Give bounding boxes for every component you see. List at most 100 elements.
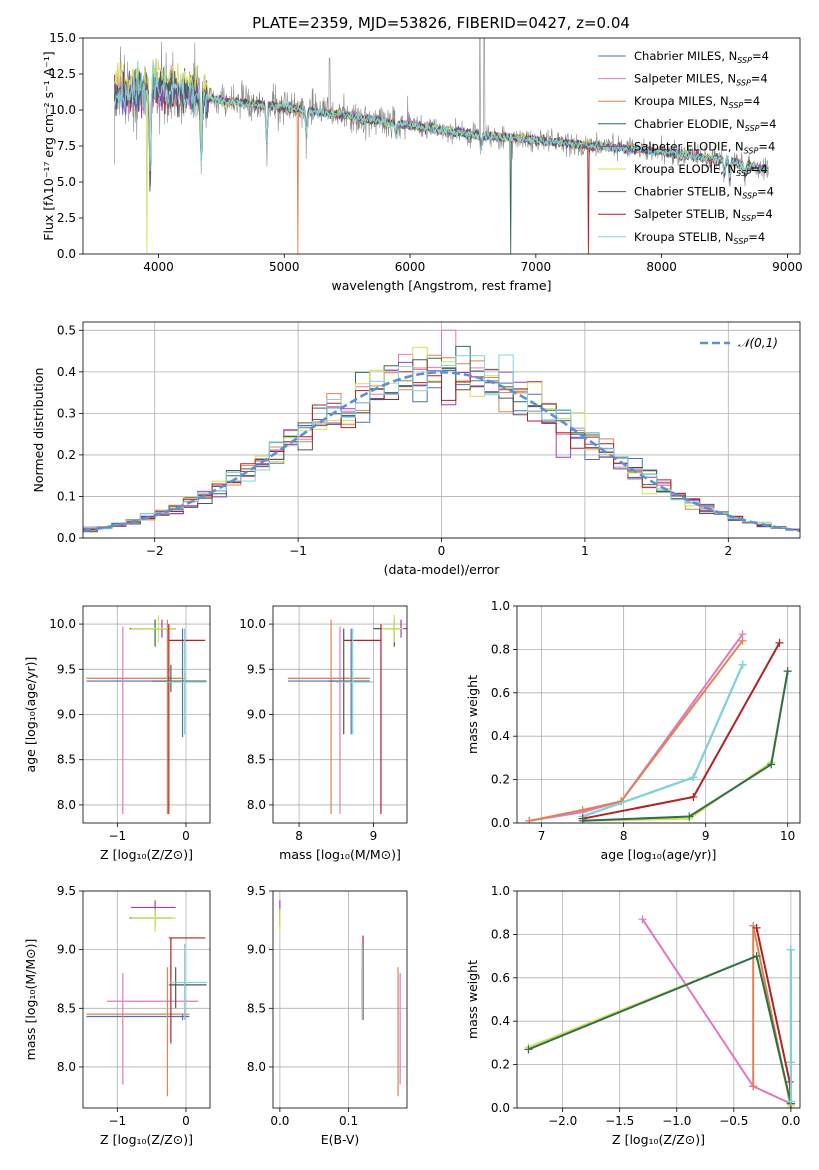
errorbar-point bbox=[168, 937, 206, 1044]
y-tick-label: 8.0 bbox=[247, 1060, 266, 1074]
y-tick-label: 0.2 bbox=[57, 448, 76, 462]
y-tick-label: 0.3 bbox=[57, 406, 76, 420]
x-tick-label: 8000 bbox=[646, 260, 677, 274]
errorbar-point bbox=[86, 626, 186, 814]
legend-entry: Salpeter MILES, NSSP=4 bbox=[634, 72, 768, 88]
plot-area bbox=[279, 900, 401, 1097]
axes-frame bbox=[516, 605, 801, 824]
weight-marker bbox=[767, 760, 776, 769]
weight-series-kroupa-elodie bbox=[578, 667, 792, 823]
y-tick-label: 9.0 bbox=[57, 943, 76, 957]
x-tick-label: 0 bbox=[438, 544, 446, 558]
weight-marker bbox=[786, 945, 795, 954]
plot-area bbox=[287, 615, 407, 814]
legend-entry: Kroupa ELODIE, NSSP=4 bbox=[634, 162, 768, 178]
errorbar-point bbox=[86, 628, 199, 738]
panel-weight_vs_Z: −2.0 −1.5 −1.0 −0.5 0.0 0.0 0.2 0.4 0.6 0.8 1.0 Z [… bbox=[465, 884, 800, 1147]
legend-entry: 𝒩(0,1) bbox=[738, 336, 778, 350]
weight-marker bbox=[752, 952, 761, 961]
grid bbox=[83, 890, 210, 1108]
plot-area bbox=[86, 615, 207, 814]
x-axis-label: E(B-V) bbox=[321, 1132, 360, 1147]
errorbar-point bbox=[151, 664, 207, 692]
errorbar-point bbox=[165, 628, 207, 735]
errorbar-point bbox=[86, 619, 186, 814]
weight-series-salpeter-miles bbox=[525, 630, 747, 823]
axes: 4000 5000 6000 7000 8000 9000 0.0 2.5 5.0 7.5 10.0… bbox=[41, 31, 803, 293]
plot-area bbox=[524, 915, 795, 1108]
weight-marker bbox=[752, 923, 761, 932]
x-tick-label: −2.0 bbox=[548, 1114, 577, 1128]
y-tick-label: 1.0 bbox=[491, 884, 510, 898]
weight-line bbox=[582, 664, 744, 818]
y-axis-label: mass weight bbox=[465, 960, 480, 1039]
y-tick-label: 0.5 bbox=[57, 323, 76, 337]
x-axis-label: wavelength [Angstrom, rest frame] bbox=[331, 278, 551, 293]
weight-marker bbox=[783, 667, 792, 676]
weight-series-chabrier-elodie bbox=[578, 667, 792, 823]
y-tick-label: 9.0 bbox=[247, 943, 266, 957]
weight-marker bbox=[786, 1097, 795, 1106]
x-tick-label: 8 bbox=[295, 829, 303, 843]
y-tick-label: 8.5 bbox=[247, 1001, 266, 1015]
histogram-kroupa-stelib bbox=[83, 354, 800, 531]
x-tick-label: −1.5 bbox=[605, 1114, 634, 1128]
x-axis-label: Z [log₁₀(Z/Z⊙)] bbox=[100, 1132, 193, 1147]
x-tick-label: 7 bbox=[538, 829, 546, 843]
y-tick-label: 0.0 bbox=[57, 531, 76, 545]
y-tick-label: 2.5 bbox=[57, 211, 76, 225]
grid bbox=[83, 606, 210, 823]
weight-marker bbox=[638, 915, 647, 924]
x-tick-label: 0.0 bbox=[781, 1114, 800, 1128]
y-tick-label: 12.5 bbox=[49, 67, 76, 81]
errorbar-point bbox=[380, 615, 404, 643]
panel-spectrum: 4000 5000 6000 7000 8000 9000 0.0 2.5 5.0 7.5 10.0… bbox=[41, 31, 803, 293]
axes-frame bbox=[272, 890, 408, 1109]
y-tick-label: 0.1 bbox=[57, 489, 76, 503]
axes: 7 8 9 10 0.0 0.2 0.4 0.6 0.8 1.0 age [log₁₀(age/yr… bbox=[465, 599, 801, 862]
y-tick-label: 10.0 bbox=[49, 617, 76, 631]
y-tick-label: 8.0 bbox=[57, 1060, 76, 1074]
axes-frame bbox=[516, 890, 801, 1109]
errorbar-point bbox=[168, 624, 206, 814]
x-tick-label: 6000 bbox=[395, 260, 426, 274]
panel-mass_vs_ebv: 0.0 0.1 8.0 8.5 9.0 9.5 E(B-V) bbox=[247, 884, 408, 1147]
errorbar-point bbox=[168, 967, 207, 1009]
y-tick-label: 0.2 bbox=[491, 773, 510, 787]
x-tick-label: 7000 bbox=[521, 260, 552, 274]
weight-marker bbox=[786, 1058, 795, 1067]
plot-area bbox=[113, 38, 769, 254]
y-tick-label: 10.0 bbox=[49, 103, 76, 117]
weight-line bbox=[529, 633, 744, 822]
y-tick-label: 0.0 bbox=[491, 1101, 510, 1115]
legend-entry: Chabrier ELODIE, NSSP=4 bbox=[634, 117, 776, 133]
errorbar-point bbox=[86, 967, 190, 1097]
errorbar-point bbox=[168, 943, 207, 1021]
y-axis-label: age [log₁₀(age/yr)] bbox=[23, 657, 38, 773]
axes-frame bbox=[272, 605, 408, 824]
axes-frame bbox=[82, 321, 801, 539]
y-tick-label: 0.6 bbox=[491, 971, 510, 985]
weight-series-kroupa-stelib bbox=[786, 945, 795, 1106]
axes: −2 −1 0 1 2 0.0 0.1 0.2 0.3 0.4 0.5 (data-model)/er… bbox=[31, 321, 801, 577]
legend-entry: Kroupa STELIB, NSSP=4 bbox=[634, 230, 765, 246]
y-tick-label: 15.0 bbox=[49, 31, 76, 45]
errorbar-point bbox=[86, 1014, 190, 1021]
legend-entry: Salpeter STELIB, NSSP=4 bbox=[634, 207, 773, 223]
weight-line bbox=[528, 954, 792, 1104]
y-tick-label: 8.0 bbox=[57, 798, 76, 812]
x-tick-label: 4000 bbox=[143, 260, 174, 274]
legend-entry: Chabrier MILES, NSSP=4 bbox=[634, 49, 769, 65]
x-tick-label: 0 bbox=[182, 1114, 190, 1128]
x-tick-label: 9000 bbox=[772, 260, 803, 274]
y-tick-label: 8.0 bbox=[247, 798, 266, 812]
legend: Chabrier MILES, NSSP=4 Salpeter MILES, NS… bbox=[598, 49, 776, 246]
weight-series-kroupa-miles bbox=[749, 921, 795, 1108]
weight-line bbox=[582, 664, 744, 818]
errorbar-point bbox=[107, 973, 199, 1085]
x-tick-label: 0 bbox=[182, 829, 190, 843]
weight-marker bbox=[524, 1045, 533, 1054]
x-tick-label: −0.5 bbox=[719, 1114, 748, 1128]
y-tick-label: 10.0 bbox=[239, 617, 266, 631]
panel-age_vs_mass: 8 9 8.0 8.5 9.0 9.5 10.0 mass [log₁₀(M/M⊙)] bbox=[239, 605, 408, 862]
